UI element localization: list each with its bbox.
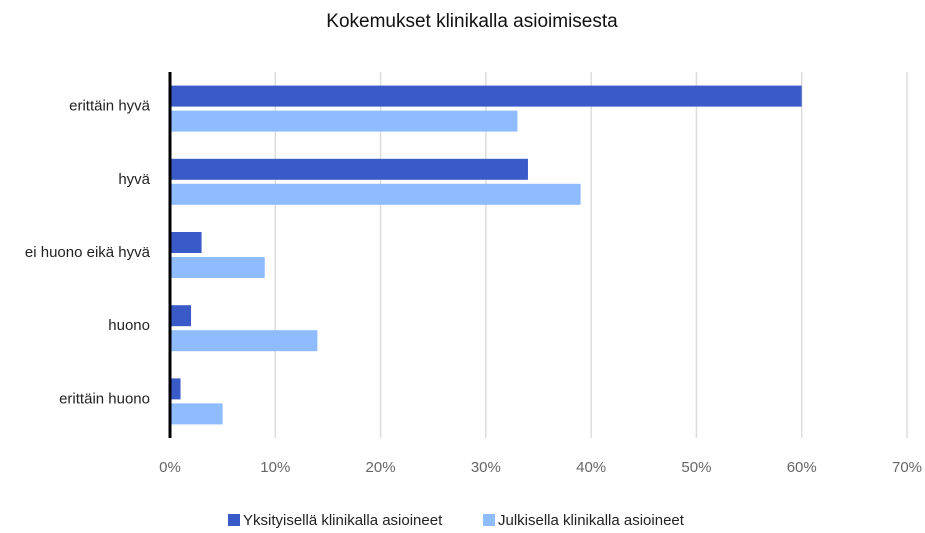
x-tick-label: 60% <box>787 459 817 476</box>
bar <box>170 403 223 425</box>
y-tick-label: hyvä <box>118 171 150 188</box>
x-tick-label: 0% <box>159 459 181 476</box>
x-tick-label: 70% <box>892 459 922 476</box>
bar <box>170 330 318 352</box>
legend-label: Yksityisellä klinikalla asioineet <box>243 512 443 529</box>
x-tick-label: 20% <box>366 459 396 476</box>
x-tick-label: 10% <box>260 459 290 476</box>
x-tick-label: 30% <box>471 459 501 476</box>
bar <box>170 183 581 205</box>
bar <box>170 305 192 327</box>
y-tick-label: huono <box>108 317 150 334</box>
legend-label: Julkisella klinikalla asioineet <box>498 512 685 529</box>
x-tick-label: 40% <box>576 459 606 476</box>
legend-swatch <box>228 514 240 526</box>
legend-swatch <box>483 514 495 526</box>
bar <box>170 110 518 132</box>
y-tick-label: erittäin huono <box>59 390 150 407</box>
bar <box>170 85 802 107</box>
y-tick-label: ei huono eikä hyvä <box>25 244 151 261</box>
bar <box>170 158 528 180</box>
bar <box>170 232 202 253</box>
chart-title: Kokemukset klinikalla asioimisesta <box>326 11 618 32</box>
bar <box>170 378 181 400</box>
x-tick-label: 50% <box>681 459 711 476</box>
bar <box>170 257 265 278</box>
y-tick-label: erittäin hyvä <box>69 98 151 115</box>
